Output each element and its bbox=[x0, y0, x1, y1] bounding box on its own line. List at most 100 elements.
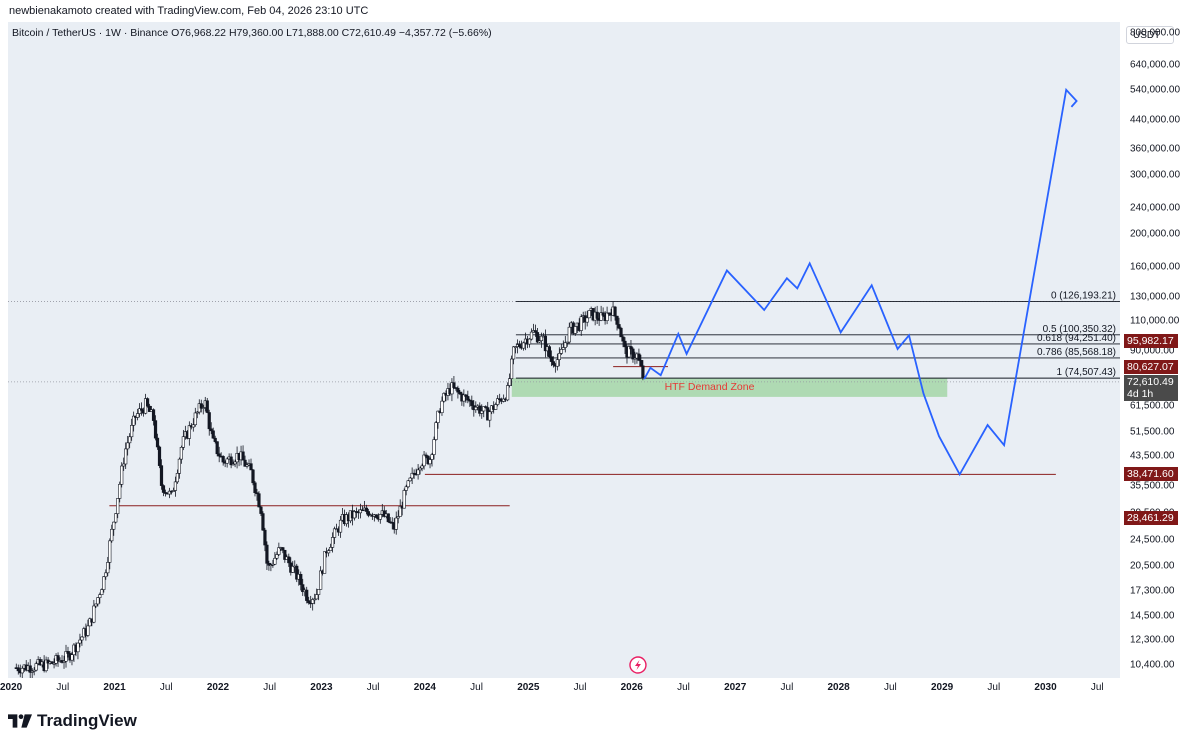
candle-body bbox=[305, 589, 309, 601]
candle-body bbox=[587, 310, 591, 319]
candle-body bbox=[100, 589, 104, 595]
candle-body bbox=[241, 451, 245, 461]
price-tick-label: 640,000.00 bbox=[1130, 59, 1181, 71]
candle-body bbox=[394, 517, 398, 530]
attribution-bar: newbienakamoto created with TradingView.… bbox=[0, 0, 1200, 22]
candle-body bbox=[20, 667, 24, 674]
candle-body bbox=[167, 490, 172, 495]
candle-body bbox=[299, 574, 303, 585]
time-axis[interactable]: 2020 Jul 2021 Jul 2022 Jul 2023 Jul 2024 Jul 2025 J… bbox=[0, 678, 1120, 698]
ohlc-legend: Bitcoin / TetherUS · 1W · Binance O76,96… bbox=[12, 27, 492, 39]
chart-svg[interactable]: HTF Demand Zone 0 (126,193.21) 0.5 (100,35… bbox=[8, 22, 1120, 678]
candle-body bbox=[136, 413, 140, 418]
candle-body bbox=[217, 453, 221, 457]
candle-body bbox=[631, 348, 635, 360]
legend-change: −4,357.72 (−5.66%) bbox=[398, 27, 492, 39]
countdown-label: 4d 1h bbox=[1127, 387, 1154, 400]
candle-body bbox=[629, 346, 633, 350]
candle-body bbox=[32, 669, 36, 672]
demand-zone-label: HTF Demand Zone bbox=[665, 381, 755, 393]
candle-body bbox=[229, 456, 233, 466]
legend-symbol: Bitcoin / TetherUS · 1W · Binance bbox=[12, 27, 169, 39]
price-tag: 80,627.07 bbox=[1124, 359, 1178, 374]
candle-body bbox=[76, 642, 80, 653]
candle-body bbox=[301, 584, 305, 593]
candle-body bbox=[450, 382, 454, 395]
candle-body bbox=[511, 346, 516, 360]
candle-body bbox=[159, 465, 164, 486]
price-axis[interactable]: USDT 800,000.00 640,000.00 540,000.00 440,0… bbox=[1120, 22, 1200, 698]
price-tick-label: 90,000.00 bbox=[1130, 345, 1175, 357]
candle-body bbox=[462, 394, 466, 402]
price-tick-label: 14,500.00 bbox=[1130, 610, 1175, 622]
candle-body bbox=[396, 516, 400, 519]
candle-body bbox=[161, 485, 166, 493]
candle-body bbox=[326, 550, 331, 554]
candle-body bbox=[315, 594, 319, 600]
candle-body bbox=[271, 563, 275, 566]
candle-body bbox=[231, 463, 235, 466]
candle-body bbox=[496, 398, 500, 405]
price-tick-label: 240,000.00 bbox=[1130, 202, 1181, 214]
price-tick-label: 130,000.00 bbox=[1130, 291, 1181, 303]
candle-body bbox=[259, 506, 263, 514]
candle-body bbox=[360, 509, 365, 512]
candle-body bbox=[56, 655, 60, 661]
candle-body bbox=[517, 344, 522, 348]
candle-body bbox=[108, 540, 112, 563]
candle-body bbox=[277, 547, 281, 555]
time-tick-label: 2022 bbox=[206, 682, 230, 693]
candle-body bbox=[494, 404, 498, 410]
candle-body bbox=[233, 461, 237, 465]
candle-body bbox=[157, 446, 162, 466]
candle-body bbox=[106, 562, 110, 574]
candle-body bbox=[177, 458, 181, 474]
candle-body bbox=[418, 467, 422, 471]
candle-body bbox=[521, 342, 526, 349]
tradingview-logo[interactable]: TradingView bbox=[8, 711, 137, 731]
candle-body bbox=[559, 349, 563, 354]
time-tick-label: Jul bbox=[780, 682, 794, 693]
candle-body bbox=[110, 528, 114, 542]
candle-body bbox=[120, 465, 124, 485]
candle-body bbox=[484, 406, 488, 408]
candle-body bbox=[128, 436, 132, 444]
candle-body bbox=[273, 557, 277, 565]
candle-body bbox=[464, 394, 468, 397]
candle-body bbox=[406, 480, 410, 488]
candle-body bbox=[263, 529, 267, 546]
candle-body bbox=[627, 346, 631, 358]
candle-body bbox=[619, 327, 623, 338]
candle-body bbox=[402, 490, 406, 509]
candle-body bbox=[410, 472, 414, 479]
candle-body bbox=[615, 315, 619, 325]
price-tag: 28,461.29 bbox=[1124, 511, 1178, 526]
candle-body bbox=[44, 659, 48, 672]
time-tick-label: 2029 bbox=[930, 682, 954, 693]
candle-body bbox=[147, 405, 152, 412]
candle-body bbox=[78, 639, 82, 644]
time-tick-label: 2021 bbox=[103, 682, 126, 693]
candle-body bbox=[112, 521, 116, 530]
candle-body bbox=[151, 409, 156, 421]
candle-body bbox=[543, 335, 548, 352]
currency-unit-button[interactable]: USDT bbox=[1126, 26, 1174, 44]
candle-body bbox=[557, 353, 561, 360]
time-tick-label: Jul bbox=[263, 682, 277, 693]
candle-body bbox=[601, 312, 605, 316]
candle-body bbox=[50, 661, 54, 664]
candle-body bbox=[474, 406, 478, 411]
chart-plot-area[interactable]: HTF Demand Zone 0 (126,193.21) 0.5 (100,35… bbox=[8, 22, 1120, 678]
candle-body bbox=[424, 454, 428, 457]
candle-body bbox=[275, 554, 279, 559]
candle-body bbox=[114, 513, 118, 523]
candle-body bbox=[139, 408, 144, 411]
time-tick-label: Jul bbox=[987, 682, 1001, 693]
candle-body bbox=[187, 425, 191, 439]
candle-body bbox=[70, 654, 74, 661]
candle-body bbox=[96, 597, 100, 605]
candle-body bbox=[456, 387, 460, 393]
attribution-text: newbienakamoto created with TradingView.… bbox=[9, 5, 369, 17]
fib-level-label: 1 (74,507.43) bbox=[1057, 367, 1117, 378]
candle-body bbox=[537, 340, 542, 343]
